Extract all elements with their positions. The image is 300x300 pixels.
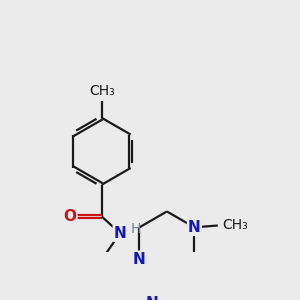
Text: O: O (63, 209, 76, 224)
Text: N: N (146, 296, 159, 300)
Text: N: N (133, 252, 146, 267)
Text: N: N (114, 226, 127, 241)
Text: CH₃: CH₃ (89, 84, 115, 98)
Text: N: N (188, 220, 201, 235)
Text: H: H (130, 222, 141, 236)
Text: CH₃: CH₃ (222, 218, 248, 233)
